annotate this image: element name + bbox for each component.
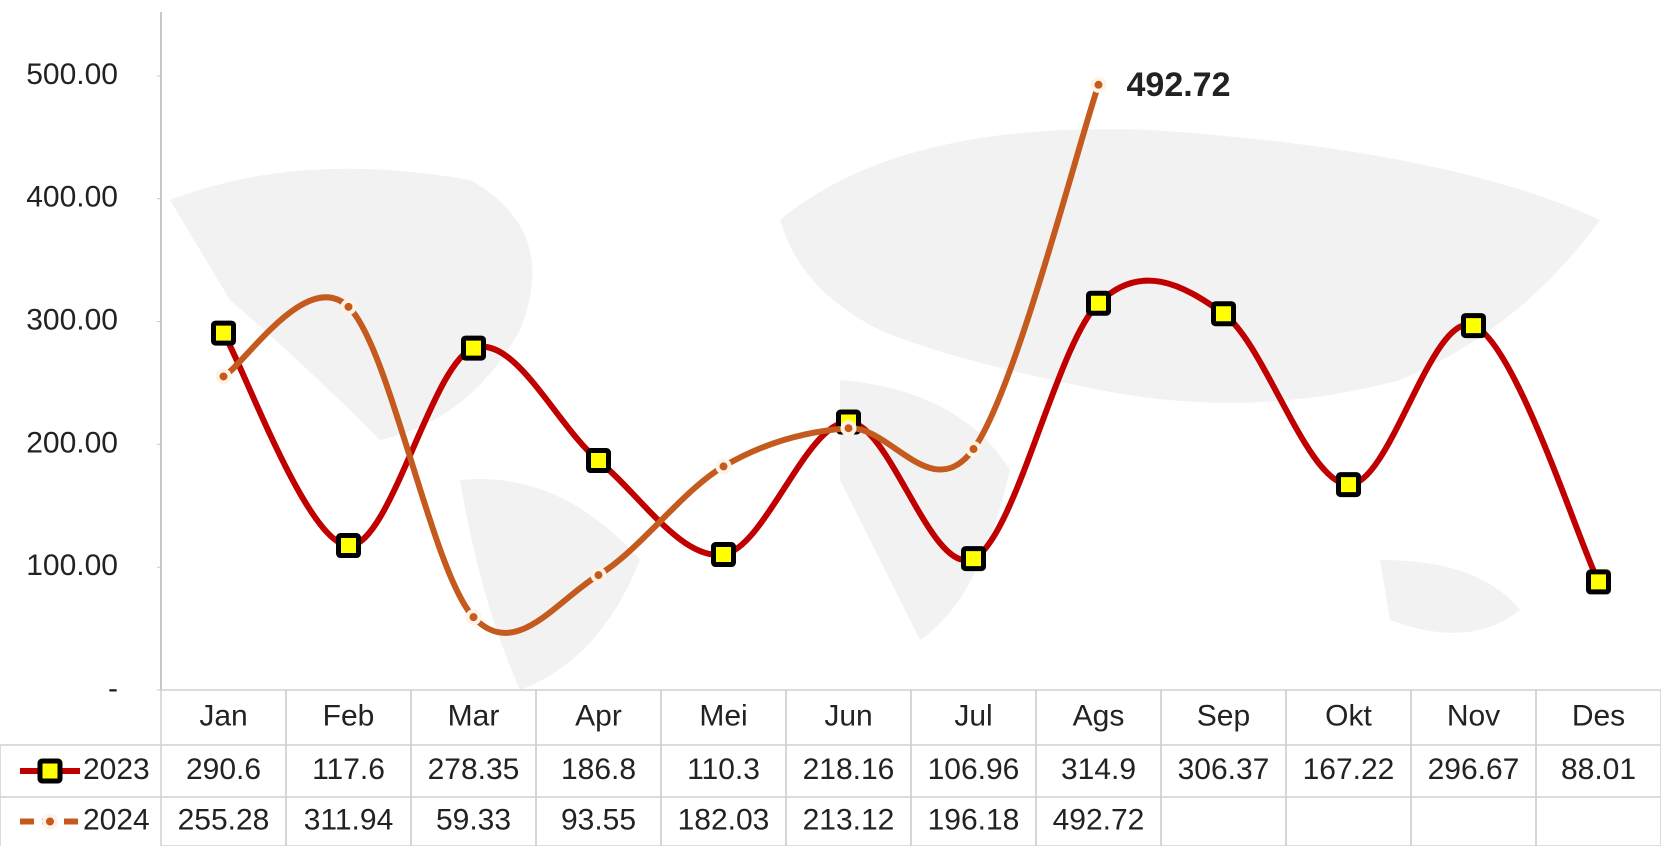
table-value: 182.03 [678, 803, 770, 836]
table-value: 213.12 [803, 803, 895, 836]
legend-marker [42, 813, 58, 830]
table-value: 255.28 [178, 803, 270, 836]
marker [1211, 301, 1236, 327]
x-tick-label: Jan [199, 699, 247, 732]
annotation: 492.72 [1127, 66, 1231, 104]
marker [1336, 472, 1361, 498]
x-tick-label: Mar [448, 699, 500, 732]
marker [461, 335, 486, 361]
table-value: 492.72 [1053, 803, 1145, 836]
marker [715, 458, 732, 475]
x-tick-label: Sep [1197, 699, 1250, 732]
table-value: 314.9 [1061, 753, 1136, 786]
table-value: 93.55 [561, 803, 636, 836]
x-tick-label: Feb [323, 699, 375, 732]
marker [1461, 313, 1486, 339]
x-tick-label: Des [1572, 699, 1625, 732]
marker [586, 448, 611, 474]
x-tick-label: Okt [1325, 699, 1372, 732]
x-tick-label: Jun [824, 699, 872, 732]
marker [961, 546, 986, 572]
marker [465, 609, 482, 626]
table-value: 290.6 [186, 753, 261, 786]
marker [215, 368, 232, 385]
y-tick-label: 300.00 [26, 303, 118, 336]
y-tick-label: 100.00 [26, 549, 118, 582]
marker [840, 420, 857, 437]
table-value: 218.16 [803, 753, 895, 786]
y-tick-label: 500.00 [26, 58, 118, 91]
marker [211, 320, 236, 346]
x-tick-label: Ags [1073, 699, 1125, 732]
marker [336, 533, 361, 559]
marker [340, 298, 357, 315]
y-tick-label: 200.00 [26, 426, 118, 459]
table-value: 167.22 [1303, 753, 1395, 786]
series-line [220, 277, 1602, 585]
table-cell [1535, 689, 1661, 846]
table-value: 278.35 [428, 753, 520, 786]
table-value: 110.3 [687, 753, 760, 786]
table-value: 311.94 [304, 803, 394, 836]
x-tick-label: Jul [954, 699, 992, 732]
marker [590, 567, 607, 584]
y-tick-label: - [108, 672, 118, 705]
marker [1586, 569, 1611, 595]
table-value: 196.18 [928, 803, 1020, 836]
y-tick-label: 400.00 [26, 181, 118, 214]
marker [1086, 290, 1111, 316]
marker [711, 542, 736, 568]
table-value: 117.6 [312, 753, 385, 786]
x-tick-label: Mei [699, 699, 747, 732]
table-value: 306.37 [1178, 753, 1270, 786]
x-tick-label: Apr [575, 699, 622, 732]
legend-marker [37, 758, 63, 784]
marker [965, 441, 982, 458]
table-value: 88.01 [1561, 753, 1636, 786]
x-tick-label: Nov [1447, 699, 1500, 732]
table-value: 186.8 [561, 753, 636, 786]
table-value: 296.67 [1428, 753, 1520, 786]
legend-label: 2024 [83, 803, 150, 836]
table-value: 106.96 [928, 753, 1020, 786]
legend-label: 2023 [83, 753, 150, 786]
marker [1090, 76, 1107, 93]
table-value: 59.33 [436, 803, 511, 836]
